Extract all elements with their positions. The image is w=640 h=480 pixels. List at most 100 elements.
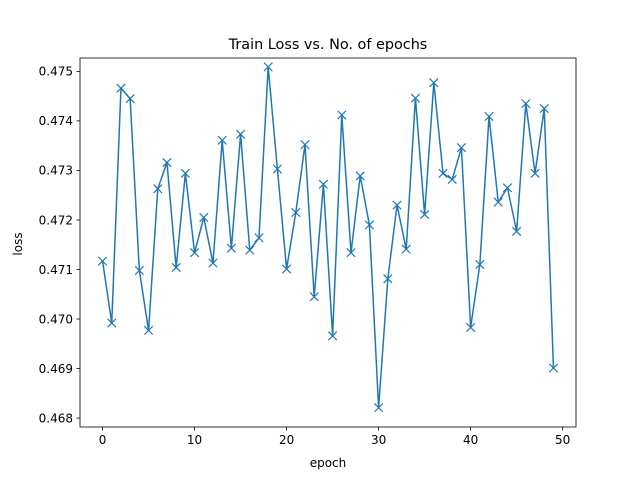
y-tick-label: 0.474 bbox=[39, 114, 73, 128]
data-point bbox=[456, 143, 467, 153]
data-point bbox=[548, 363, 559, 373]
data-point bbox=[318, 179, 329, 189]
marker-stroke bbox=[364, 220, 375, 230]
data-point bbox=[309, 292, 319, 302]
marker-stroke bbox=[263, 62, 273, 72]
data-point bbox=[254, 233, 264, 243]
y-tick-label: 0.469 bbox=[39, 362, 73, 376]
marker-stroke bbox=[346, 248, 356, 258]
marker-stroke bbox=[309, 292, 319, 302]
marker-stroke bbox=[548, 363, 559, 373]
data-point bbox=[383, 274, 393, 284]
data-point bbox=[392, 200, 402, 210]
data-point bbox=[512, 226, 522, 236]
data-point bbox=[475, 259, 485, 270]
data-point bbox=[438, 168, 448, 179]
marker-stroke bbox=[512, 226, 522, 236]
x-tick-label: 0 bbox=[99, 433, 107, 447]
marker-stroke bbox=[392, 200, 402, 210]
data-point bbox=[327, 331, 338, 341]
data-point bbox=[116, 83, 126, 93]
data-point bbox=[226, 243, 237, 253]
marker-stroke bbox=[318, 179, 329, 189]
marker-stroke bbox=[189, 248, 200, 258]
marker-stroke bbox=[355, 171, 365, 181]
x-tick-label: 30 bbox=[371, 433, 386, 447]
data-point bbox=[263, 62, 273, 72]
marker-stroke bbox=[171, 262, 181, 273]
marker-stroke bbox=[475, 259, 485, 270]
marker-stroke bbox=[337, 110, 347, 120]
data-point bbox=[125, 93, 135, 104]
y-tick-label: 0.472 bbox=[39, 213, 73, 227]
y-tick-label: 0.473 bbox=[39, 164, 73, 178]
data-point bbox=[217, 135, 227, 145]
axes-frame bbox=[79, 57, 577, 428]
data-point bbox=[539, 103, 549, 114]
marker-stroke bbox=[162, 157, 172, 168]
y-tick-label: 0.468 bbox=[39, 411, 73, 425]
marker-stroke bbox=[107, 318, 117, 328]
y-tick-label: 0.470 bbox=[39, 312, 73, 326]
data-point bbox=[346, 248, 356, 258]
x-tick-label: 40 bbox=[463, 433, 478, 447]
data-point bbox=[364, 220, 375, 230]
marker-stroke bbox=[254, 233, 264, 243]
x-tick-label: 20 bbox=[279, 433, 294, 447]
marker-stroke bbox=[235, 129, 246, 139]
data-point bbox=[429, 78, 439, 88]
marker-stroke bbox=[438, 168, 448, 179]
data-point bbox=[107, 318, 117, 328]
data-point bbox=[530, 168, 540, 179]
marker-stroke bbox=[327, 331, 338, 341]
chart-title: Train Loss vs. No. of epochs bbox=[228, 37, 428, 53]
data-point bbox=[180, 168, 190, 179]
marker-stroke bbox=[539, 103, 549, 114]
marker-stroke bbox=[143, 325, 154, 336]
marker-stroke bbox=[530, 168, 540, 179]
y-tick-label: 0.471 bbox=[39, 263, 73, 277]
marker-stroke bbox=[272, 164, 283, 174]
x-tick-label: 50 bbox=[555, 433, 570, 447]
y-axis-label: loss bbox=[11, 232, 25, 255]
marker-stroke bbox=[419, 209, 430, 220]
data-point bbox=[484, 111, 494, 122]
marker-stroke bbox=[281, 264, 292, 274]
marker-stroke bbox=[245, 245, 255, 255]
marker-stroke bbox=[401, 244, 411, 254]
data-point bbox=[143, 325, 154, 336]
data-point bbox=[235, 129, 246, 139]
data-point bbox=[419, 209, 430, 220]
data-point bbox=[281, 264, 292, 274]
marker-stroke bbox=[134, 265, 144, 276]
data-point bbox=[410, 93, 421, 103]
series-line bbox=[101, 66, 555, 409]
axes: 0 10 20 30 40 50 0.468 0.469 0.470 0.471 0.472 0.47… bbox=[39, 57, 577, 447]
data-point bbox=[208, 258, 218, 268]
marker-stroke bbox=[226, 243, 237, 253]
data-point bbox=[291, 207, 301, 218]
data-point bbox=[466, 322, 476, 333]
data-point bbox=[162, 157, 172, 168]
marker-stroke bbox=[97, 256, 108, 266]
data-point bbox=[245, 245, 255, 255]
data-point bbox=[521, 98, 531, 109]
marker-stroke bbox=[410, 93, 421, 103]
y-tick-label: 0.475 bbox=[39, 65, 73, 79]
marker-stroke bbox=[456, 143, 467, 153]
data-point bbox=[199, 212, 209, 223]
data-point bbox=[502, 183, 513, 193]
x-axis-label: epoch bbox=[310, 456, 347, 470]
marker-stroke bbox=[466, 322, 476, 333]
data-point bbox=[447, 174, 457, 184]
data-point bbox=[189, 248, 200, 258]
data-point bbox=[272, 164, 283, 174]
marker-stroke bbox=[300, 140, 310, 150]
plot-area bbox=[97, 62, 559, 413]
marker-stroke bbox=[373, 403, 384, 413]
data-point bbox=[337, 110, 347, 120]
marker-stroke bbox=[502, 183, 513, 193]
marker-stroke bbox=[447, 174, 457, 184]
marker-stroke bbox=[493, 197, 503, 207]
